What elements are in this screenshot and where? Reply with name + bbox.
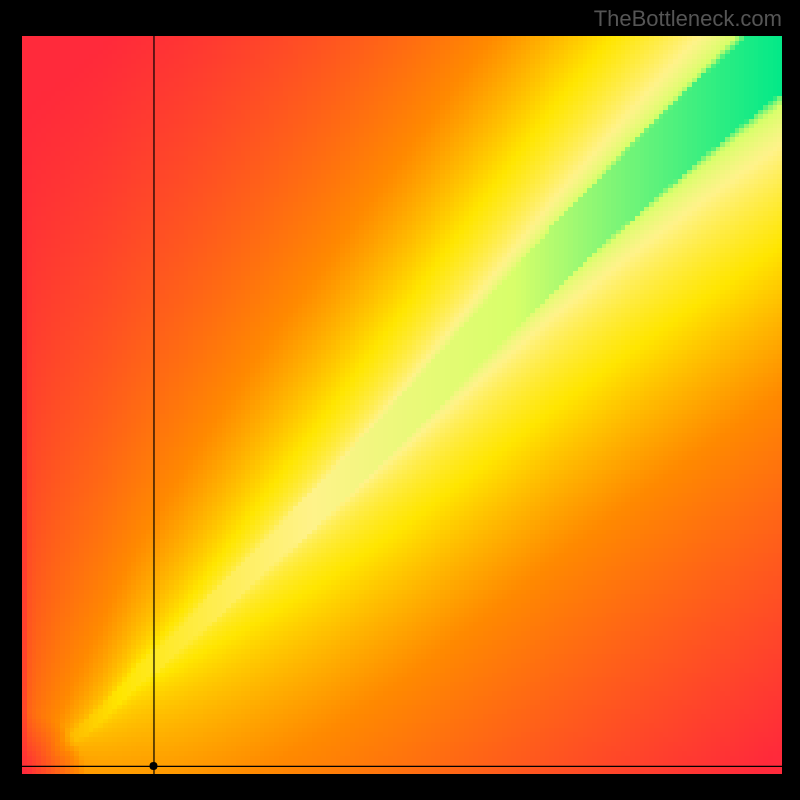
heatmap-plot-area — [22, 36, 782, 774]
watermark-text: TheBottleneck.com — [594, 6, 782, 32]
chart-container: TheBottleneck.com — [0, 0, 800, 800]
heatmap-canvas — [22, 36, 782, 774]
